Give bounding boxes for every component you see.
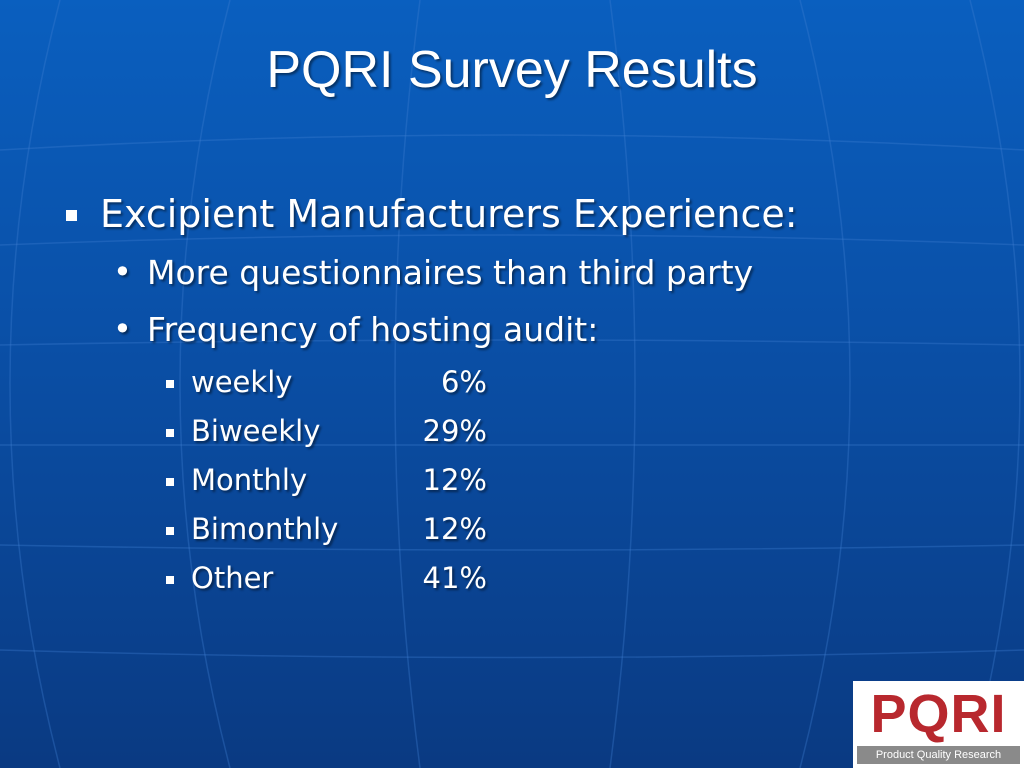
logo-name: PQRI bbox=[870, 684, 1007, 744]
item-marker bbox=[166, 429, 174, 437]
item-marker bbox=[166, 380, 174, 388]
frequency-value: 12% bbox=[422, 463, 487, 497]
logo: PQRI Product Quality Research Institute bbox=[853, 681, 1024, 768]
item-marker bbox=[166, 478, 174, 486]
frequency-value: 12% bbox=[422, 512, 487, 546]
logo-caption: Product Quality Research Institute bbox=[857, 746, 1020, 768]
frequency-value: 41% bbox=[422, 561, 487, 595]
item-marker bbox=[166, 527, 174, 535]
frequency-value: 6% bbox=[440, 365, 487, 399]
sub-bullet-marker: • bbox=[113, 310, 132, 348]
sub-bullet-text: More questionnaires than third party bbox=[147, 253, 754, 292]
sub-bullet-text: Frequency of hosting audit: bbox=[147, 310, 599, 349]
item-marker bbox=[166, 576, 174, 584]
frequency-value: 29% bbox=[422, 414, 487, 448]
slide-title: PQRI Survey Results bbox=[266, 41, 758, 99]
frequency-label: Other bbox=[191, 561, 274, 595]
bullet-marker bbox=[66, 210, 77, 221]
sub-bullet-marker: • bbox=[113, 253, 132, 291]
frequency-label: Monthly bbox=[191, 463, 308, 497]
frequency-label: Biweekly bbox=[191, 414, 321, 448]
frequency-label: weekly bbox=[191, 365, 293, 399]
bullet-text: Excipient Manufacturers Experience: bbox=[100, 192, 798, 236]
frequency-label: Bimonthly bbox=[191, 512, 339, 546]
